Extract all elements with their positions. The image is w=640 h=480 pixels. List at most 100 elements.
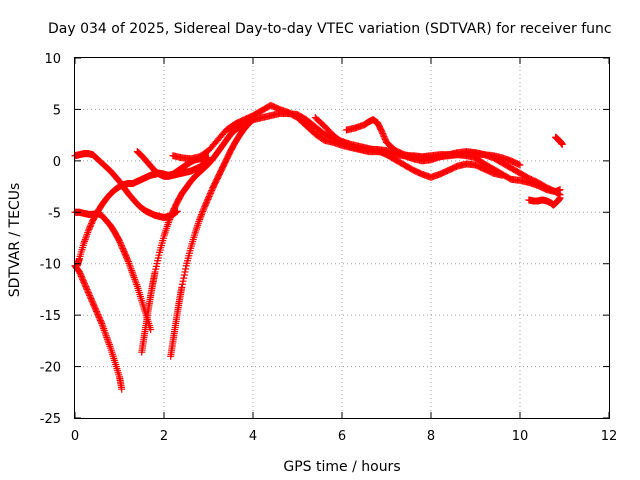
data-point-trace <box>379 130 387 138</box>
data-point <box>89 299 97 307</box>
data-point-trace <box>96 316 104 324</box>
x-tick-label: 12 <box>601 429 618 444</box>
data-point <box>164 219 172 227</box>
series-arc-11 <box>342 116 564 199</box>
data-point-trace <box>83 286 91 294</box>
x-tick-label: 10 <box>512 429 529 444</box>
data-point <box>196 215 204 223</box>
x-tick-label: 4 <box>249 429 257 444</box>
data-point-trace <box>179 277 187 285</box>
data-point-trace <box>206 191 214 199</box>
data-point-trace <box>166 215 174 223</box>
data-point-trace <box>203 197 211 205</box>
y-tick-label: 0 <box>53 155 61 170</box>
data-point-trace <box>94 311 102 319</box>
data-point-trace <box>81 281 89 289</box>
series-arc-1 <box>71 262 126 393</box>
data-point-trace <box>201 203 209 211</box>
data-point <box>118 385 126 393</box>
data-point-trace <box>380 132 388 140</box>
data-point-trace <box>86 224 94 232</box>
data-point-trace <box>97 318 105 326</box>
data-point-trace <box>79 277 87 285</box>
data-point-trace <box>205 192 213 200</box>
series-arc-7 <box>133 148 212 180</box>
data-point-trace <box>86 291 94 299</box>
data-point-trace <box>119 246 127 254</box>
data-point-trace <box>87 221 95 229</box>
data-point-trace <box>199 207 207 215</box>
data-point-trace <box>381 135 389 143</box>
data-point <box>205 194 212 202</box>
series-arc-6 <box>167 116 257 360</box>
data-points <box>71 101 566 393</box>
data-point-trace <box>95 312 103 320</box>
series-arc-9 <box>222 110 506 181</box>
data-point-trace <box>180 271 188 279</box>
data-point <box>378 128 386 136</box>
data-point-trace <box>84 287 92 295</box>
chart-title: Day 034 of 2025, Sidereal Day-to-day VTE… <box>48 21 612 37</box>
data-point <box>80 278 88 286</box>
data-point-trace <box>90 302 98 310</box>
data-point <box>116 237 123 245</box>
data-point-trace <box>122 252 130 260</box>
data-point-trace <box>201 201 209 209</box>
data-point-trace <box>118 243 126 251</box>
data-point-trace <box>82 283 90 291</box>
data-point <box>84 289 92 297</box>
data-point <box>120 247 128 255</box>
y-tick-label: -10 <box>40 258 61 273</box>
data-point-trace <box>117 240 125 248</box>
data-point-trace <box>79 275 87 283</box>
data-point <box>75 268 83 276</box>
data-point <box>178 283 186 291</box>
data-point-trace <box>123 255 131 263</box>
data-point-trace <box>86 222 94 230</box>
data-point-trace <box>165 217 173 225</box>
y-tick-label: 5 <box>53 103 61 118</box>
data-point-trace <box>121 250 129 258</box>
data-point <box>84 227 92 235</box>
data-point-trace <box>88 296 96 304</box>
x-tick-label: 0 <box>71 429 79 444</box>
x-tick-label: 8 <box>427 429 435 444</box>
plot-frame <box>74 57 610 419</box>
data-point-trace <box>124 256 132 264</box>
data-point-trace <box>85 225 93 233</box>
data-point-trace <box>207 188 215 196</box>
y-tick-label: -20 <box>40 361 61 376</box>
data-point-trace <box>86 293 94 301</box>
data-point-trace <box>81 280 89 288</box>
data-point-trace <box>93 308 101 316</box>
data-point-trace <box>208 187 216 195</box>
data-point-trace <box>168 210 176 218</box>
series-arc-13 <box>552 133 566 148</box>
data-point-trace <box>88 297 96 305</box>
data-point-trace <box>76 269 84 277</box>
data-point-trace <box>199 206 207 214</box>
x-tick-label: 6 <box>338 429 346 444</box>
data-point <box>200 204 208 212</box>
y-axis-label: SDTVAR / TECUs <box>7 183 23 298</box>
data-point <box>516 161 524 169</box>
data-point <box>556 194 564 202</box>
data-point-trace <box>82 284 90 292</box>
x-axis-label: GPS time / hours <box>283 459 400 475</box>
data-point-trace <box>77 272 85 280</box>
data-point-trace <box>379 131 387 139</box>
data-point <box>93 309 101 317</box>
data-point-trace <box>85 290 93 298</box>
data-point-trace <box>117 241 125 249</box>
data-point-trace <box>96 315 104 323</box>
data-point-trace <box>167 212 175 220</box>
data-point-trace <box>197 212 205 220</box>
grid <box>75 58 609 418</box>
data-point-trace <box>89 300 97 308</box>
series-arc-2 <box>71 208 155 334</box>
y-tick-label: 10 <box>44 52 61 67</box>
data-point-trace <box>121 249 129 257</box>
data-point-trace <box>204 195 212 203</box>
data-point-trace <box>198 209 206 217</box>
data-point-trace <box>119 244 127 252</box>
